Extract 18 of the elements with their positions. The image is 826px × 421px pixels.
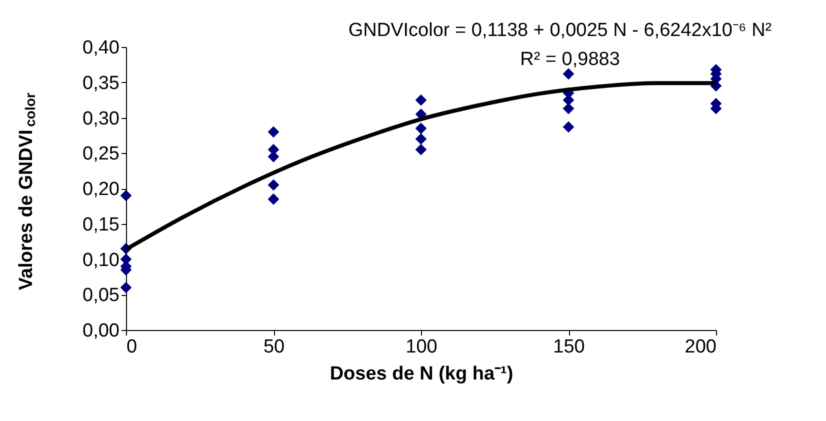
annotation: R² = 0,9883: [520, 49, 620, 70]
y-axis-title: Valores de GNDVIcolor: [16, 92, 38, 290]
y-tick-label: 0,40: [82, 38, 120, 58]
x-tick-label: 50: [263, 336, 285, 358]
y-tick-label: 0,20: [82, 179, 120, 200]
y-tick-label: 0,10: [82, 250, 120, 271]
y-tick-label: 0,30: [82, 108, 120, 130]
x-tick-label: 150: [553, 336, 585, 358]
x-axis-title: Doses de N (kg ha⁻¹): [330, 364, 514, 384]
x-tick-label: 100: [406, 336, 438, 358]
x-tick-label: 200: [684, 336, 716, 358]
text: GNDVIcolor = 0,1138 + 0,0025 N - 6,6242x10⁻⁶ N²: [348, 20, 772, 41]
y-tick-label: 0,15: [82, 214, 120, 236]
x-tick-label: 0: [126, 336, 138, 358]
y-tick-label: 0,25: [82, 144, 120, 165]
y-tick-label: 0,00: [82, 320, 120, 342]
y-tick-label: 0,05: [82, 285, 120, 306]
y-tick-label: 0,35: [82, 72, 120, 94]
